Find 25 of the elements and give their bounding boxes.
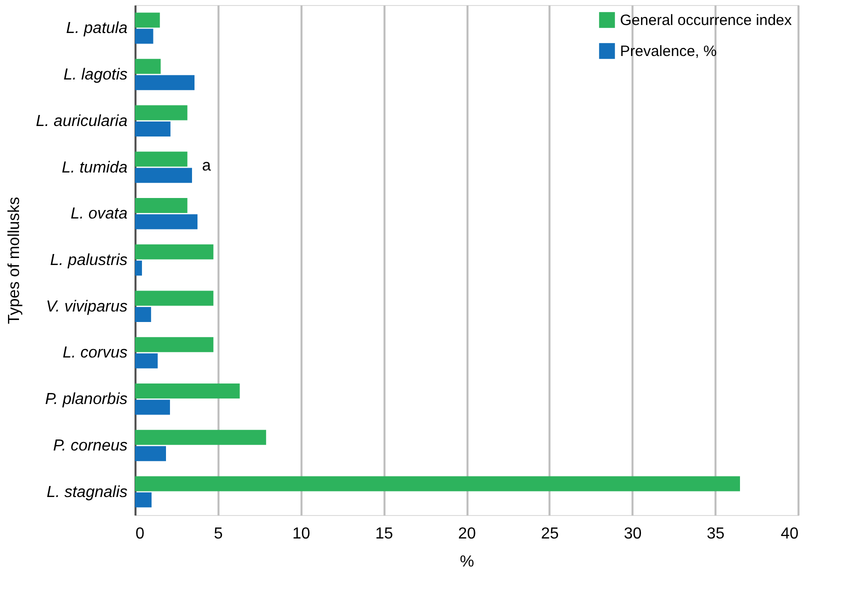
annotation: a [202, 157, 212, 174]
x-tick-label: 35 [706, 526, 725, 542]
y-axis-title: Types of mollusks [6, 196, 23, 324]
y-tick-label: P. planorbis [45, 391, 128, 408]
x-tick-label: 5 [214, 526, 223, 542]
y-tick-label: L. tumida [62, 159, 128, 176]
y-tick-label: L. lagotis [63, 66, 128, 84]
y-tick-label: V. viviparus [46, 298, 128, 316]
x-tick-label: 0 [136, 526, 144, 542]
y-tick-label: L. ovata [70, 206, 128, 223]
legend-label: General occurrence index [620, 12, 792, 29]
y-tick-label: L. patula [66, 20, 128, 38]
y-tick-label: L. corvus [62, 344, 128, 362]
x-axis-title: % [460, 554, 474, 570]
x-tick-label: 25 [540, 526, 559, 542]
x-tick-label: 10 [292, 526, 310, 542]
y-tick-label: L. stagnalis [46, 484, 128, 501]
x-tick-label: 15 [375, 526, 394, 542]
x-tick-label: 30 [624, 526, 642, 542]
y-tick-label: P. corneus [53, 437, 128, 454]
y-tick-label: L. palustris [50, 252, 128, 269]
y-tick-label: L. auricularia [36, 112, 128, 130]
x-tick-label: 40 [780, 526, 799, 542]
legend-label: Prevalence, % [620, 43, 717, 60]
x-tick-label: 20 [458, 526, 476, 542]
